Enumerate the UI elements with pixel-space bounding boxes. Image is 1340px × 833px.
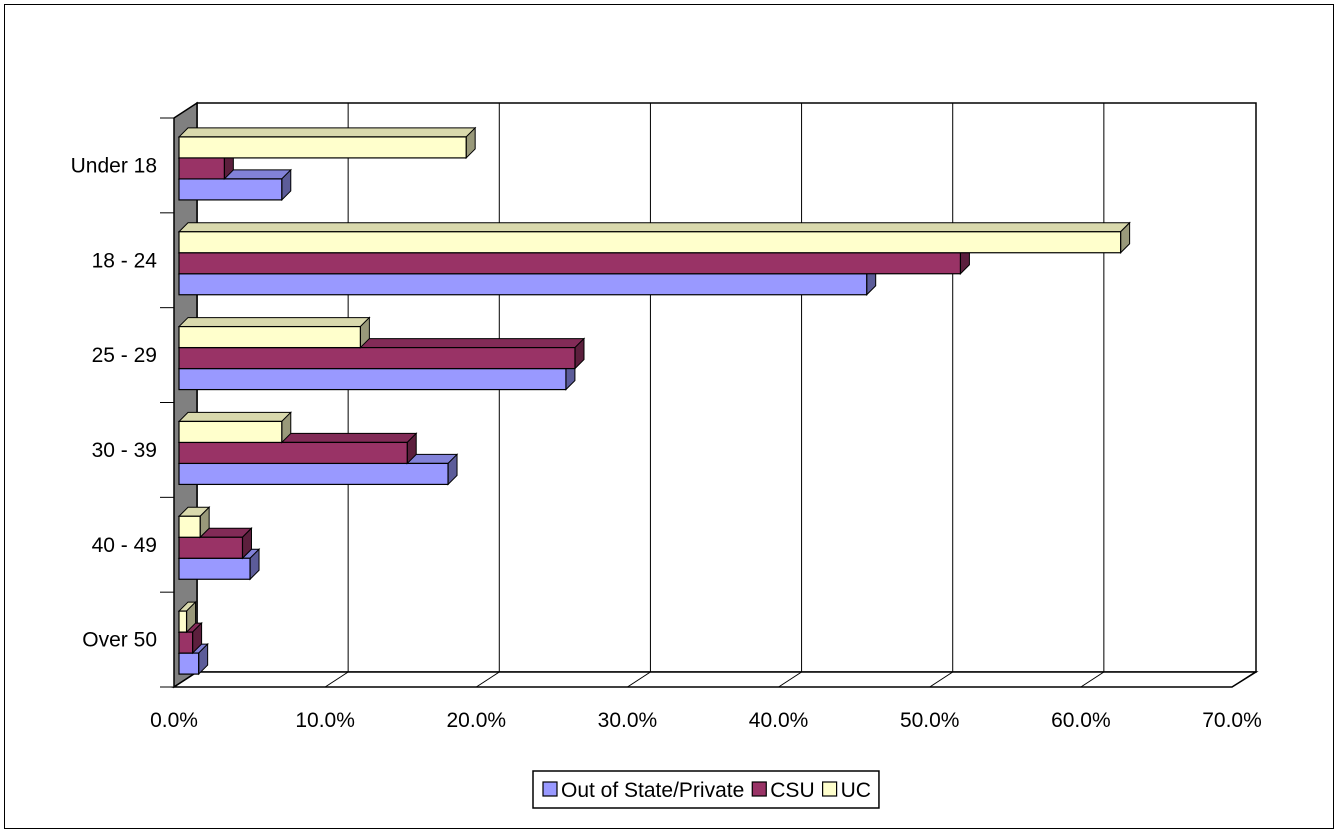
x-tick-label: 20.0% bbox=[447, 709, 507, 732]
bar-top bbox=[177, 317, 371, 328]
floor-gridline bbox=[476, 671, 500, 688]
bar bbox=[178, 631, 194, 654]
bar bbox=[178, 536, 244, 559]
legend-swatch bbox=[822, 781, 838, 797]
bar bbox=[178, 515, 201, 538]
bar bbox=[178, 610, 188, 633]
bar bbox=[178, 462, 449, 486]
legend: Out of State/Private CSU UC bbox=[532, 770, 880, 809]
bar bbox=[178, 178, 283, 201]
floor-gridline bbox=[324, 671, 349, 688]
bar bbox=[178, 231, 1122, 254]
bar-top bbox=[177, 222, 1131, 233]
floor-gridline bbox=[1080, 671, 1105, 688]
bar-top bbox=[177, 411, 292, 422]
bar bbox=[178, 420, 283, 444]
bar bbox=[178, 157, 225, 180]
bars bbox=[177, 126, 1131, 676]
bar bbox=[178, 273, 868, 296]
category-label: Over 50 bbox=[82, 629, 157, 652]
legend-swatch bbox=[751, 781, 767, 797]
x-tick-label: 40.0% bbox=[749, 709, 809, 732]
bar bbox=[178, 325, 361, 349]
category-label: 25 - 29 bbox=[92, 344, 157, 367]
category-label: 40 - 49 bbox=[92, 534, 157, 557]
y-axis-category-labels: Under 18 18 - 24 25 - 29 30 - 39 40 - 49… bbox=[71, 154, 158, 651]
x-tick-label: 70.0% bbox=[1202, 709, 1262, 732]
legend-label: UC bbox=[841, 779, 871, 802]
legend-label: Out of State/Private bbox=[561, 779, 744, 802]
x-tick-label: 0.0% bbox=[150, 709, 198, 732]
bar bbox=[178, 652, 200, 675]
x-tick-label: 60.0% bbox=[1051, 709, 1111, 732]
x-tick-label: 30.0% bbox=[598, 709, 658, 732]
bar bbox=[178, 367, 567, 391]
floor-gridline bbox=[1231, 671, 1256, 688]
floor-gridline bbox=[627, 671, 651, 688]
category-label: 18 - 24 bbox=[92, 249, 158, 272]
legend-box bbox=[532, 770, 880, 809]
legend-label: CSU bbox=[770, 779, 814, 802]
x-tick-label: 10.0% bbox=[295, 709, 355, 732]
bar bbox=[178, 252, 962, 275]
chart-walls bbox=[171, 101, 1259, 689]
x-tick-label: 50.0% bbox=[900, 709, 960, 732]
bar bbox=[178, 441, 408, 465]
floor-gridline bbox=[929, 671, 953, 688]
category-label: Under 18 bbox=[71, 154, 157, 177]
bar bbox=[178, 557, 251, 580]
floor-gridline bbox=[778, 671, 802, 688]
bar-top bbox=[177, 127, 477, 138]
x-axis-tick-labels: 0.0% 10.0% 20.0% 30.0% 40.0% 50.0% 60.0%… bbox=[150, 709, 1262, 732]
bar bbox=[178, 346, 576, 370]
bar bbox=[178, 136, 467, 159]
legend-swatch bbox=[542, 781, 558, 797]
category-label: 30 - 39 bbox=[92, 439, 157, 462]
